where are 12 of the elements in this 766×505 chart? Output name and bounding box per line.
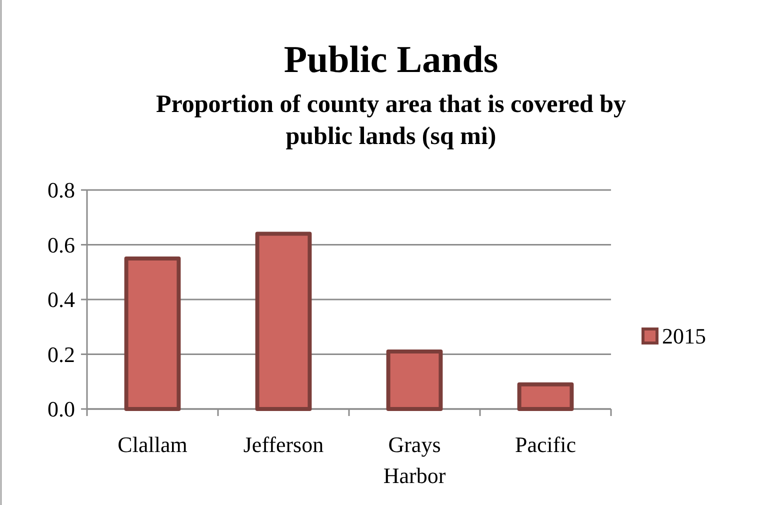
legend-label: 2015	[662, 324, 706, 349]
x-tick-label: Clallam	[118, 432, 188, 457]
x-tick-label: Grays Harbor	[383, 432, 446, 488]
chart-subtitle: Proportion of county area that is covered by public lands (sq mi)	[156, 91, 627, 150]
y-tick-label: 0.0	[48, 396, 75, 422]
y-tick-label: 0.6	[48, 232, 75, 258]
x-tick-label: Jefferson	[243, 432, 324, 457]
y-tick-label: 0.4	[48, 287, 75, 312]
chart-title: Public Lands	[284, 39, 498, 81]
y-tick-label: 0.8	[48, 178, 75, 203]
x-tick-label: Pacific	[514, 432, 576, 457]
y-tick-label: 0.2	[48, 342, 75, 367]
